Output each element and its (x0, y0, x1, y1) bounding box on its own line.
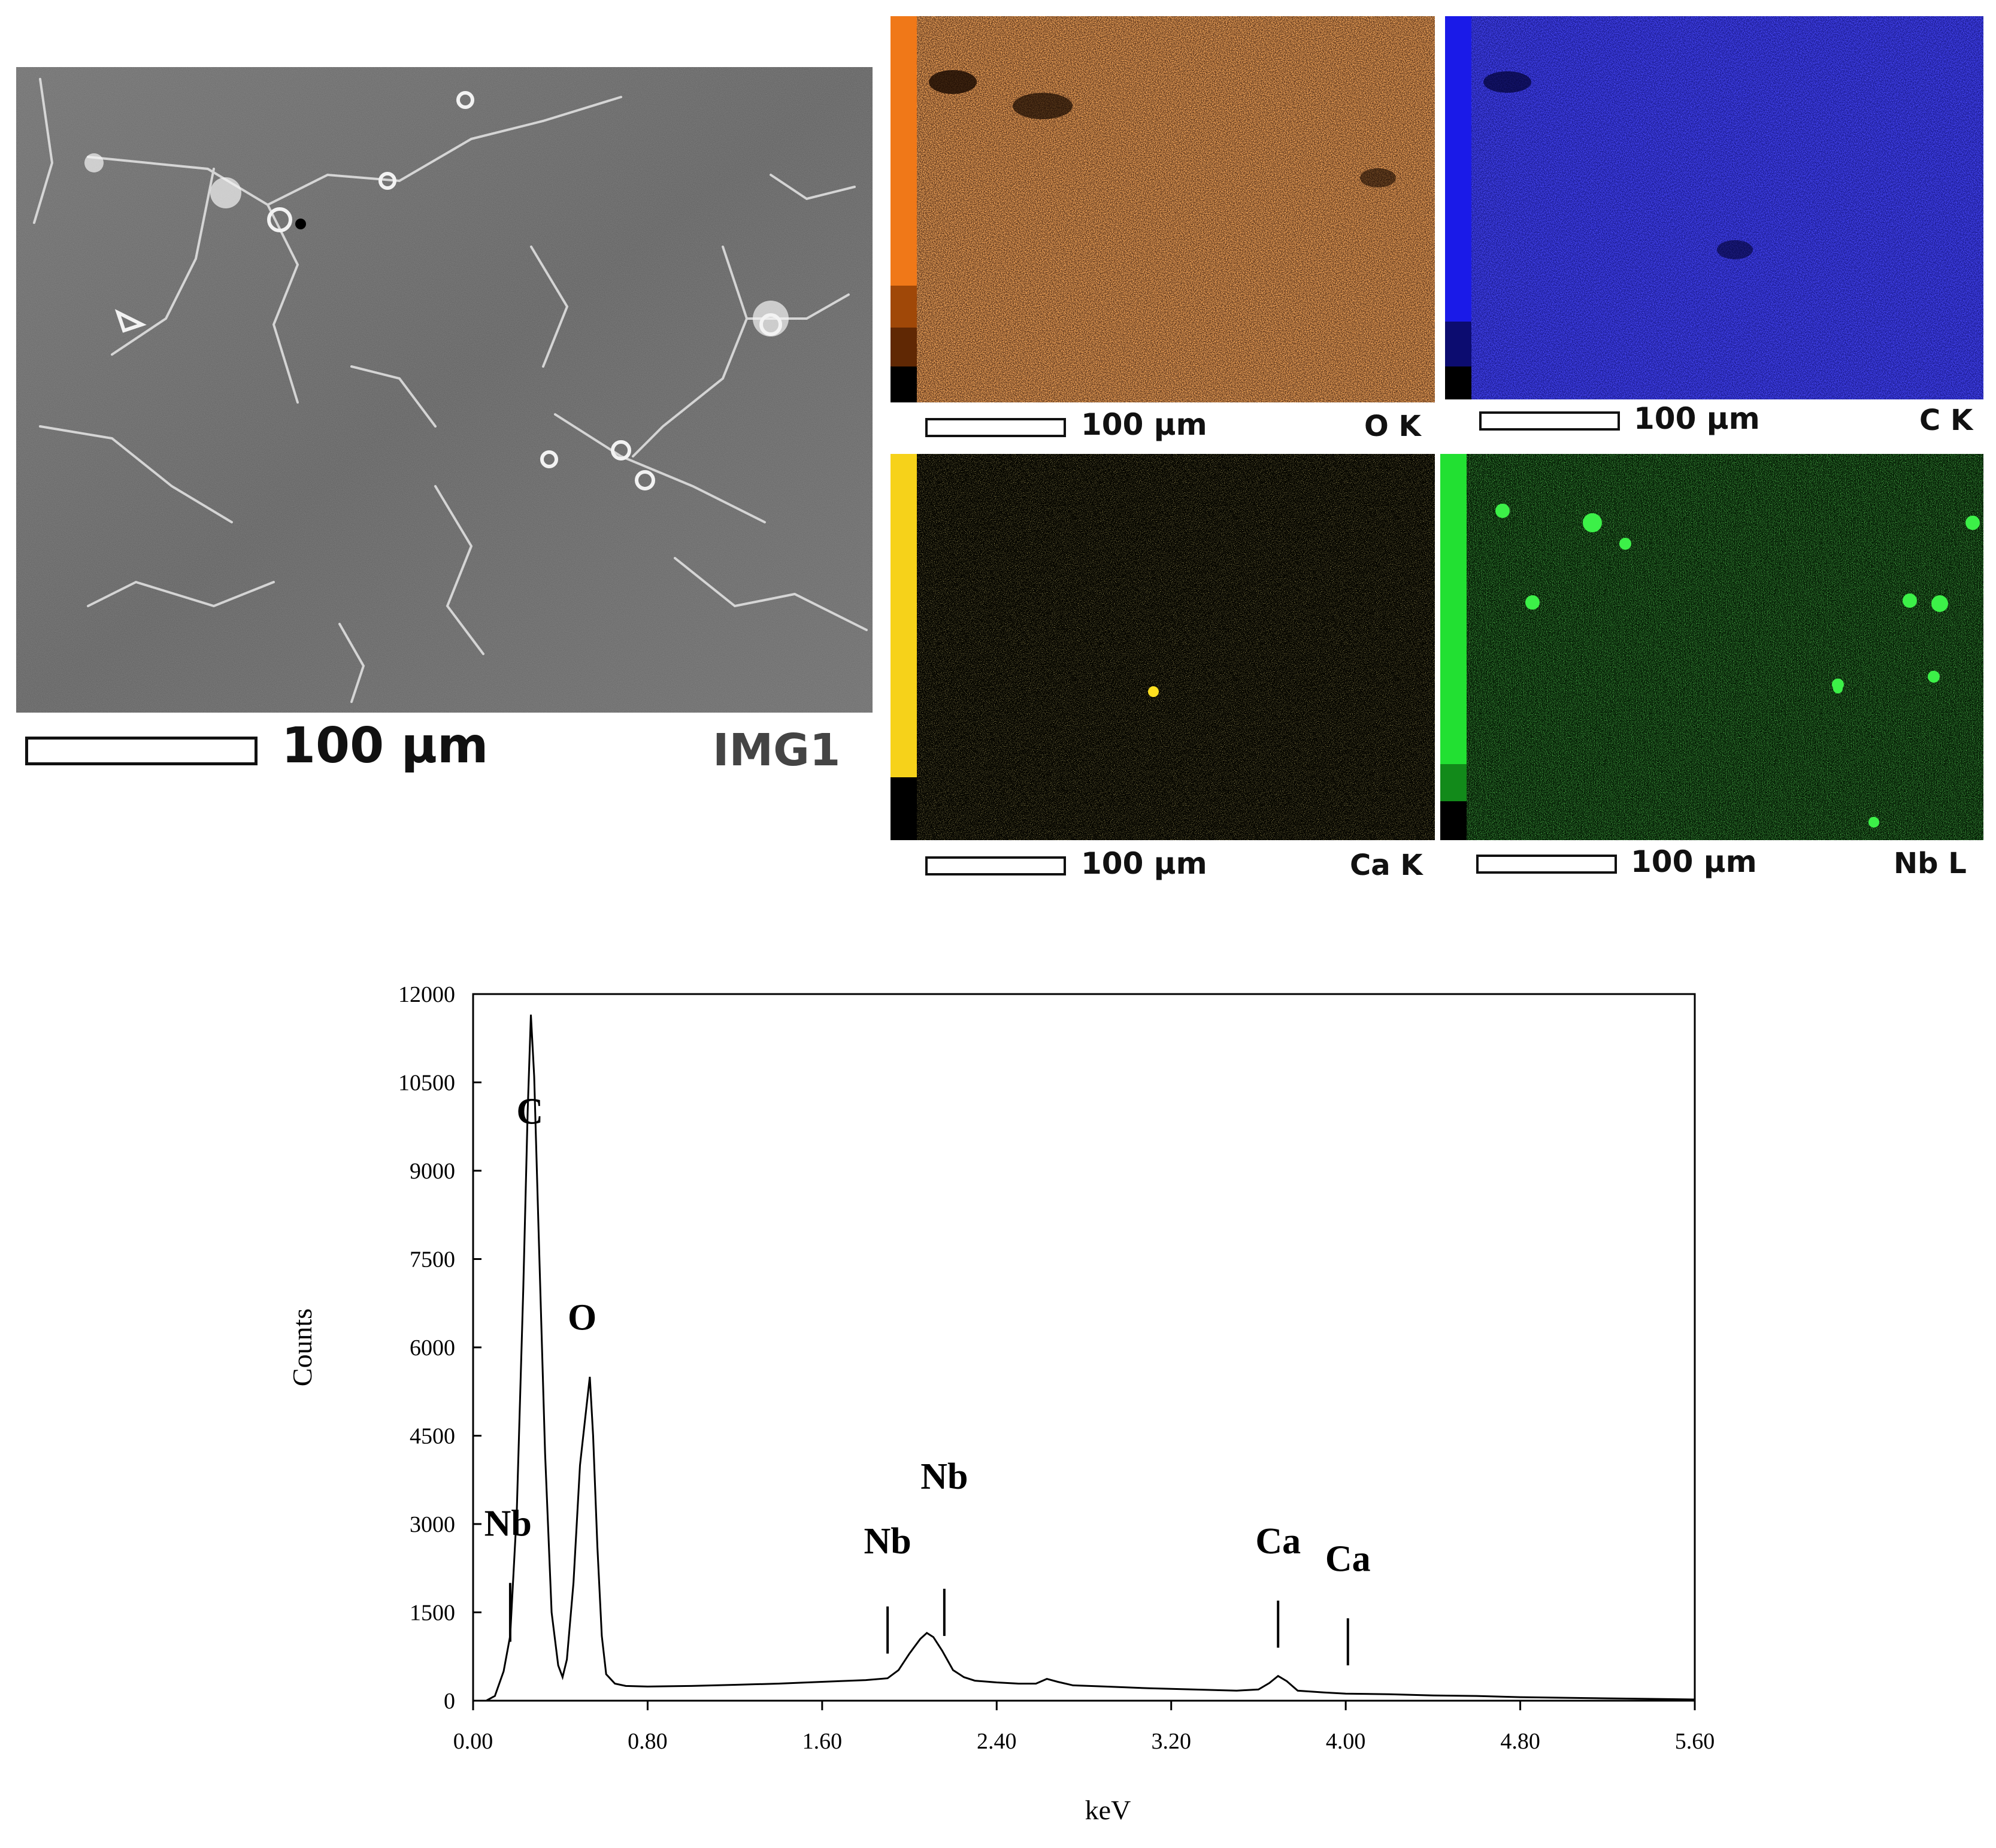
y-tick-label: 6000 (410, 1335, 455, 1361)
x-tick-label: 4.00 (1326, 1729, 1366, 1754)
ca-scale-bar (925, 856, 1066, 875)
peak-label: O (568, 1298, 596, 1338)
y-tick-label: 10500 (398, 1071, 455, 1096)
y-tick-label: 0 (444, 1689, 455, 1714)
sem-micrograph (16, 67, 873, 713)
nb-scale-text: 100 µm (1631, 844, 1757, 879)
y-tick-label: 3000 (410, 1512, 455, 1537)
spectrum-line (473, 1014, 1695, 1702)
x-tick-label: 1.60 (802, 1729, 843, 1754)
peak-label: Nb (484, 1504, 532, 1544)
nb-element-label: Nb L (1894, 847, 1967, 880)
x-tick-label: 0.80 (628, 1729, 668, 1754)
y-tick-label: 12000 (398, 982, 455, 1007)
x-tick-label: 2.40 (977, 1729, 1017, 1754)
c-scale-text: 100 µm (1634, 401, 1760, 436)
y-tick-label: 1500 (410, 1601, 455, 1626)
nb-l-map (1467, 454, 1983, 840)
y-axis-label: Counts (287, 1308, 317, 1386)
c-element-label: C K (1919, 404, 1973, 437)
o-color-bar (891, 16, 917, 402)
c-color-bar (1445, 16, 1471, 399)
plot-frame (472, 993, 1696, 1702)
y-tick-label: 7500 (410, 1247, 455, 1273)
y-tick-label: 9000 (410, 1159, 455, 1184)
peak-label: Nb (920, 1456, 968, 1497)
peak-label: Nb (864, 1521, 911, 1562)
c-k-map (1471, 16, 1983, 399)
x-tick-label: 4.80 (1500, 1729, 1540, 1754)
x-axis-label: keV (1085, 1795, 1131, 1825)
peak-label: Ca (1255, 1521, 1301, 1562)
nb-scale-bar (1476, 855, 1617, 874)
x-tick-label: 0.00 (453, 1729, 493, 1754)
nb-color-bar (1440, 454, 1467, 840)
sem-scale-text: 100 µm (281, 717, 489, 774)
eds-spectrum-chart: 0 1500 3000 4500 6000 7500 9000 10500 12000 0.00… (0, 946, 1996, 1846)
ca-k-map (917, 454, 1435, 840)
o-scale-bar (925, 418, 1066, 437)
peak-label: C (516, 1091, 543, 1132)
o-element-label: O K (1364, 410, 1421, 443)
o-k-map (917, 16, 1435, 402)
sem-image-label: IMG1 (713, 725, 841, 776)
peak-label: Ca (1325, 1539, 1371, 1580)
y-tick-label: 4500 (410, 1424, 455, 1449)
c-scale-bar (1479, 411, 1620, 431)
x-tick-label: 3.20 (1151, 1729, 1191, 1754)
x-tick-label: 5.60 (1675, 1729, 1715, 1754)
o-scale-text: 100 µm (1081, 407, 1207, 442)
ca-scale-text: 100 µm (1081, 846, 1207, 881)
ca-element-label: Ca K (1350, 849, 1423, 882)
ca-color-bar (891, 454, 917, 840)
sem-scale-bar (25, 737, 258, 765)
